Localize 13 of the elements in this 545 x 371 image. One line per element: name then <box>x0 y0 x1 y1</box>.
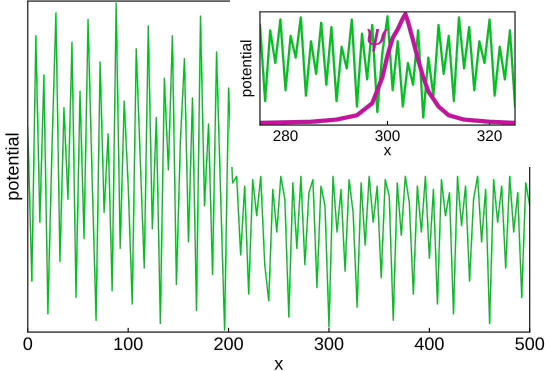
x-tick-label: 320 <box>477 130 502 142</box>
x-tick-label: 200 <box>214 337 243 350</box>
x-tick-label: 400 <box>414 337 444 350</box>
y-axis-title: potential <box>240 40 254 96</box>
x-axis-title: x <box>274 360 284 370</box>
x-tick-label: 0 <box>23 337 32 350</box>
x-tick-label: 300 <box>314 337 344 350</box>
y-axis-title: potential <box>5 134 22 200</box>
x-axis-title: x <box>384 147 392 156</box>
x-tick-label: 100 <box>114 337 143 350</box>
x-tick-label: 300 <box>375 130 400 142</box>
x-tick-label: 280 <box>273 130 298 142</box>
x-tick-label: 500 <box>515 337 544 350</box>
